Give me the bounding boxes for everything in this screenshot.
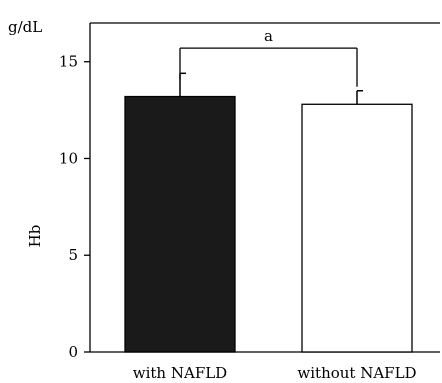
y-tick-label: 15: [59, 53, 78, 71]
y-tick-label: 10: [59, 149, 78, 167]
significance-label: a: [264, 27, 273, 45]
bars-group: [124, 95, 413, 353]
y-ticks-group: 0 5 10 15: [59, 53, 90, 361]
x-categories-group: with NAFLD without NAFLD: [133, 364, 417, 382]
bar-without-nafld: [301, 103, 413, 353]
y-axis-label: Hb: [26, 225, 44, 248]
x-category-label: without NAFLD: [297, 364, 416, 382]
y-tick-label: 5: [68, 246, 78, 264]
y-tick-label: 0: [68, 343, 78, 361]
x-category-label: with NAFLD: [133, 364, 227, 382]
bar-with-nafld: [124, 95, 236, 353]
significance-bracket: a: [179, 27, 358, 87]
y-unit-label: g/dL: [8, 18, 42, 36]
